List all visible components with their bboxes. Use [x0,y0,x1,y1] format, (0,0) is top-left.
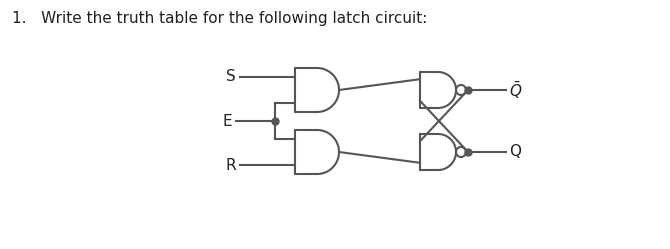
Text: Q: Q [509,144,521,160]
Text: S: S [226,69,236,84]
Text: $\bar{Q}$: $\bar{Q}$ [509,79,523,101]
Text: E: E [222,114,232,128]
Text: 1.   Write the truth table for the following latch circuit:: 1. Write the truth table for the followi… [12,11,427,26]
Text: R: R [225,158,236,173]
